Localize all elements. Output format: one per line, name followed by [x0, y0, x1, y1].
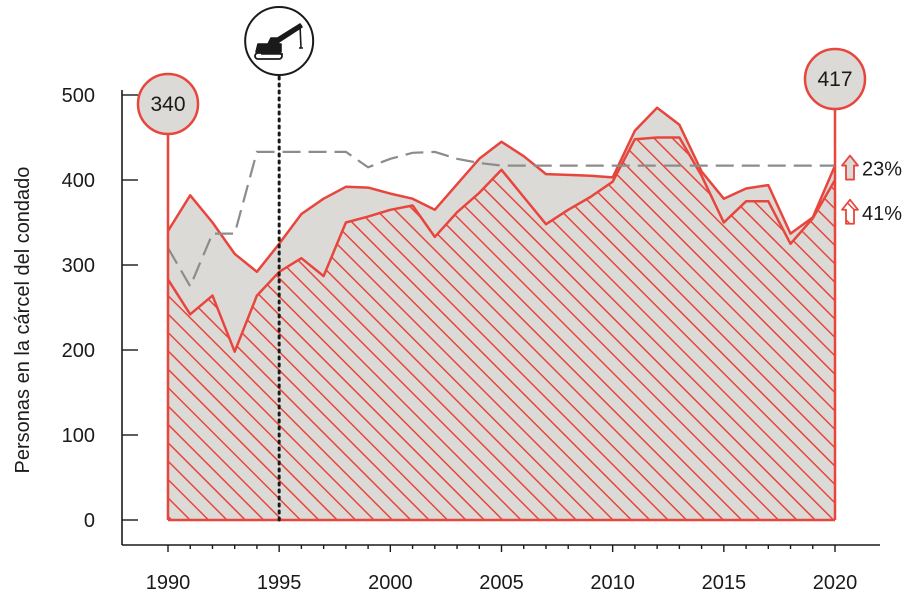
- y-tick-label: 300: [62, 255, 95, 277]
- y-tick-label: 0: [84, 510, 95, 532]
- y-tick-label: 400: [62, 170, 95, 192]
- change-label: 41%: [862, 203, 902, 225]
- up-arrow-icon: [841, 154, 859, 181]
- up-arrow-icon-shape: [841, 154, 859, 181]
- callout-value-label: 340: [150, 93, 185, 116]
- crane-icon: [244, 6, 315, 76]
- capacity-line: [167, 150, 835, 289]
- y-tick-label: 200: [62, 340, 95, 362]
- x-tick-label: 1990: [146, 572, 191, 594]
- up-arrow-hatched-icon-shape: [841, 198, 859, 225]
- y-tick-label: 100: [62, 425, 95, 447]
- subset-area: [168, 137, 835, 520]
- x-tick-label: 2020: [813, 572, 858, 594]
- x-tick-label: 2015: [702, 572, 747, 594]
- crane-icon-tracks: [254, 52, 283, 60]
- x-tick-label: 2000: [368, 572, 413, 594]
- up-arrow-hatched-icon: [841, 198, 859, 225]
- change-label: 23%: [862, 159, 902, 181]
- crane-icon-glyph: [255, 23, 303, 55]
- y-tick-label: 500: [62, 85, 95, 107]
- x-tick-label: 2005: [479, 572, 524, 594]
- x-tick-label: 2010: [590, 572, 635, 594]
- y-axis-title: Personas en la cárcel del condado: [12, 167, 34, 474]
- callout-bubble: [803, 47, 867, 111]
- callout-bubble: [136, 72, 200, 136]
- callout-value-label: 417: [817, 68, 852, 91]
- x-tick-label: 1995: [257, 572, 302, 594]
